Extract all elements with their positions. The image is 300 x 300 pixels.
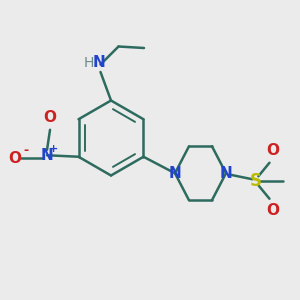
Text: N: N	[169, 166, 182, 181]
Text: O: O	[266, 203, 279, 218]
Text: -: -	[23, 144, 28, 157]
Text: +: +	[49, 144, 58, 154]
Text: O: O	[8, 151, 21, 166]
Text: O: O	[266, 143, 279, 158]
Text: H: H	[84, 56, 94, 70]
Text: O: O	[44, 110, 56, 125]
Text: N: N	[93, 55, 105, 70]
Text: S: S	[250, 172, 262, 190]
Text: N: N	[220, 166, 232, 181]
Text: N: N	[40, 148, 53, 163]
